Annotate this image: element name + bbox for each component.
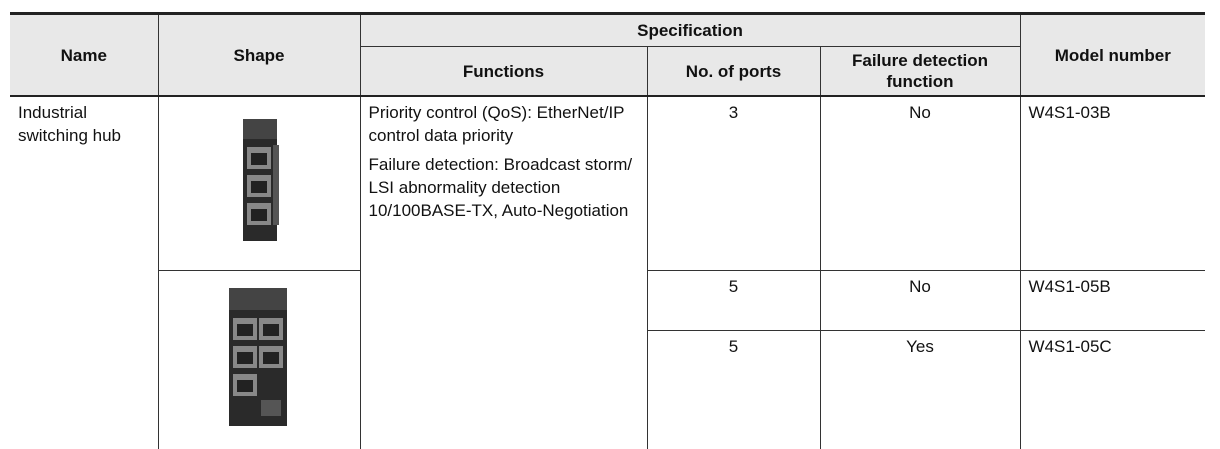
- header-cell: No. of ports: [646, 46, 821, 97]
- header-cell: Functions: [359, 46, 648, 97]
- header-cell: Failure detection function: [819, 46, 1021, 97]
- failure-cell: No: [819, 269, 1021, 331]
- failure-cell: No: [819, 95, 1021, 271]
- functions-cell: Priority control (QoS): EtherNet/IP cont…: [359, 95, 648, 449]
- device-5-port: [229, 287, 287, 426]
- ports-cell: 5: [646, 329, 821, 449]
- device-3-port: [243, 119, 279, 242]
- model-cell: W4S1-03B: [1019, 95, 1206, 271]
- ports-cell: 3: [646, 95, 821, 271]
- shape-cell: [157, 95, 361, 271]
- header-cell: Specification: [359, 12, 1021, 47]
- failure-cell: Yes: [819, 329, 1021, 449]
- spec-table: Name Shape Specification Model number Fu…: [10, 12, 1206, 449]
- ports-cell: 5: [646, 269, 821, 331]
- header-cell: Shape: [157, 12, 361, 97]
- name-cell: Industrial switching hub: [10, 95, 159, 449]
- header-cell: Model number: [1019, 12, 1206, 97]
- function-text: Priority control (QoS): EtherNet/IP cont…: [368, 103, 625, 145]
- function-text: Failure detection: Broadcast storm/ LSI …: [368, 155, 633, 220]
- shape-cell: [157, 269, 361, 449]
- model-cell: W4S1-05C: [1019, 329, 1206, 449]
- model-cell: W4S1-05B: [1019, 269, 1206, 331]
- header-cell: Name: [10, 12, 159, 97]
